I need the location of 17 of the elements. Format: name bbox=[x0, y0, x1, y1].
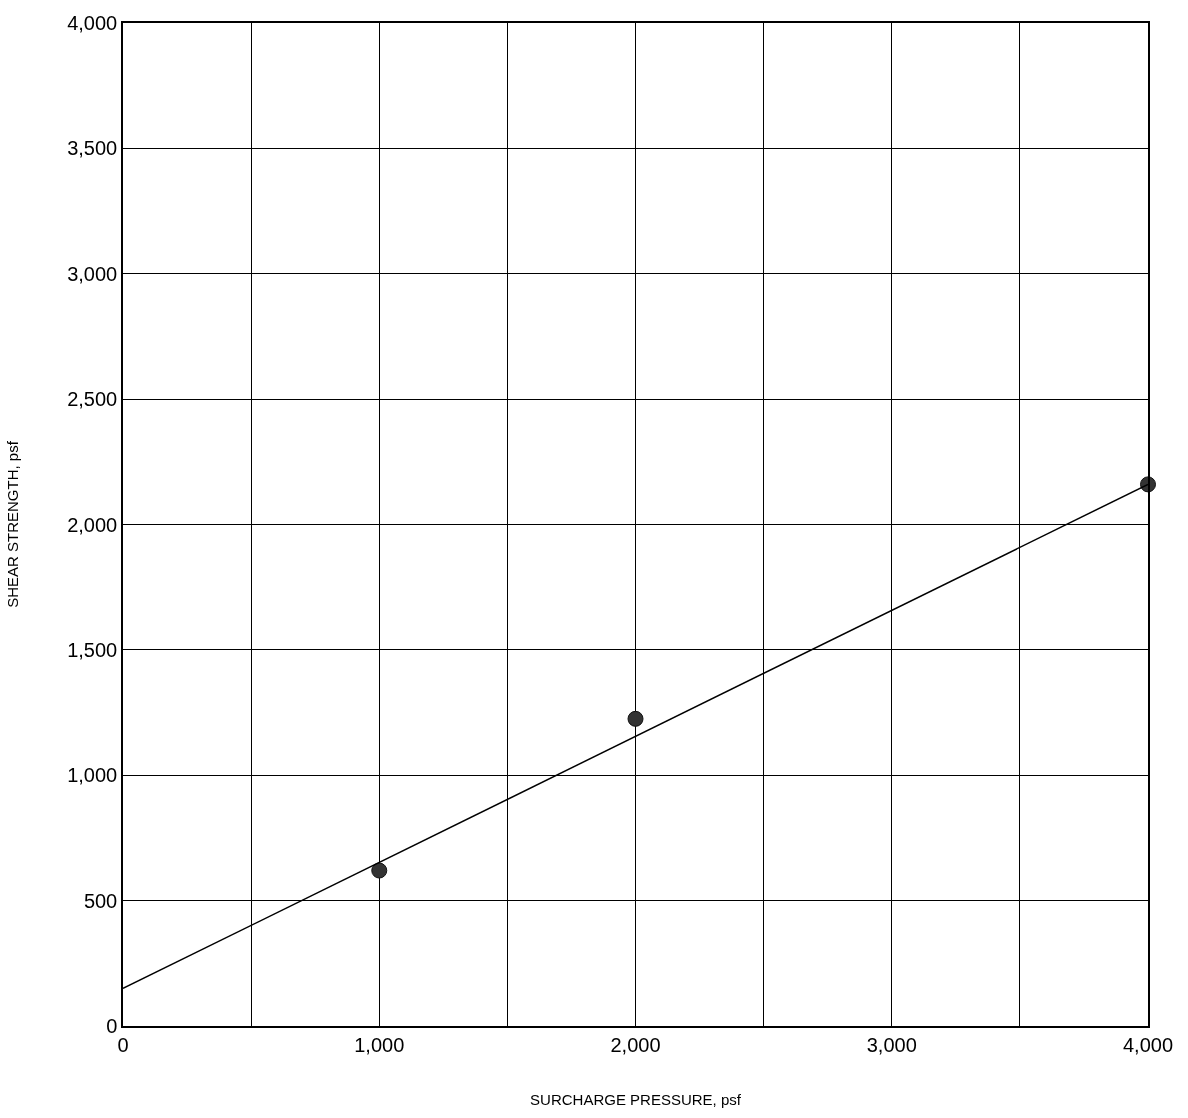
y-tick-label: 500 bbox=[83, 889, 118, 912]
y-tick-label: 2,500 bbox=[67, 388, 118, 411]
point bbox=[371, 862, 388, 879]
y-tick-label: 1,000 bbox=[67, 764, 118, 787]
y-axis-title: SHEAR STRENGTH, psf bbox=[3, 440, 21, 608]
y-tick-label: 1,500 bbox=[67, 638, 118, 661]
y-tick-label: 3,000 bbox=[67, 262, 118, 285]
y-tick-label: 2,000 bbox=[67, 513, 118, 536]
x-tick-label: 4,000 bbox=[1122, 1033, 1174, 1056]
x-tick-label: 1,000 bbox=[354, 1033, 405, 1056]
x-tick-label: 3,000 bbox=[866, 1033, 917, 1056]
y-tick-label: 4,000 bbox=[67, 12, 118, 34]
x-tick-label: 2,000 bbox=[610, 1033, 661, 1056]
y-tick-label: 3,500 bbox=[67, 137, 118, 160]
y-tick-label: 0 bbox=[106, 1015, 118, 1037]
x-axis-title: SURCHARGE PRESSURE, psf bbox=[530, 1091, 742, 1109]
point bbox=[627, 710, 644, 727]
